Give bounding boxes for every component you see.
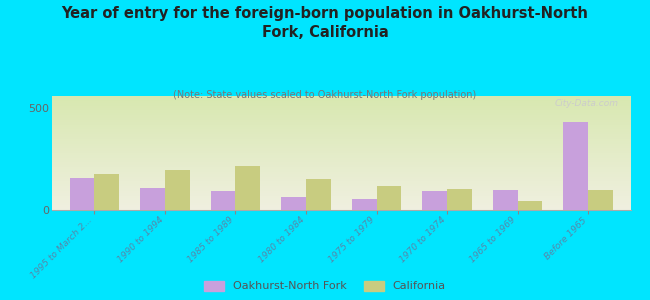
Bar	[211, 191, 235, 210]
Bar	[165, 170, 190, 210]
Text: Year of entry for the foreign-born population in Oakhurst-North
Fork, California: Year of entry for the foreign-born popul…	[62, 6, 588, 40]
Bar	[376, 186, 401, 210]
Bar	[306, 179, 331, 210]
Bar	[352, 199, 376, 210]
Bar	[70, 178, 94, 210]
Bar	[447, 189, 472, 210]
Bar	[564, 122, 588, 210]
Legend: Oakhurst-North Fork, California: Oakhurst-North Fork, California	[204, 281, 446, 291]
Bar	[493, 190, 517, 210]
Bar	[94, 174, 119, 210]
Bar	[588, 190, 613, 210]
Bar	[281, 197, 306, 210]
Text: (Note: State values scaled to Oakhurst-North Fork population): (Note: State values scaled to Oakhurst-N…	[174, 90, 476, 100]
Bar	[140, 188, 165, 210]
Bar	[422, 191, 447, 210]
Bar	[517, 201, 542, 210]
Text: City-Data.com: City-Data.com	[555, 99, 619, 108]
Bar	[235, 166, 260, 210]
